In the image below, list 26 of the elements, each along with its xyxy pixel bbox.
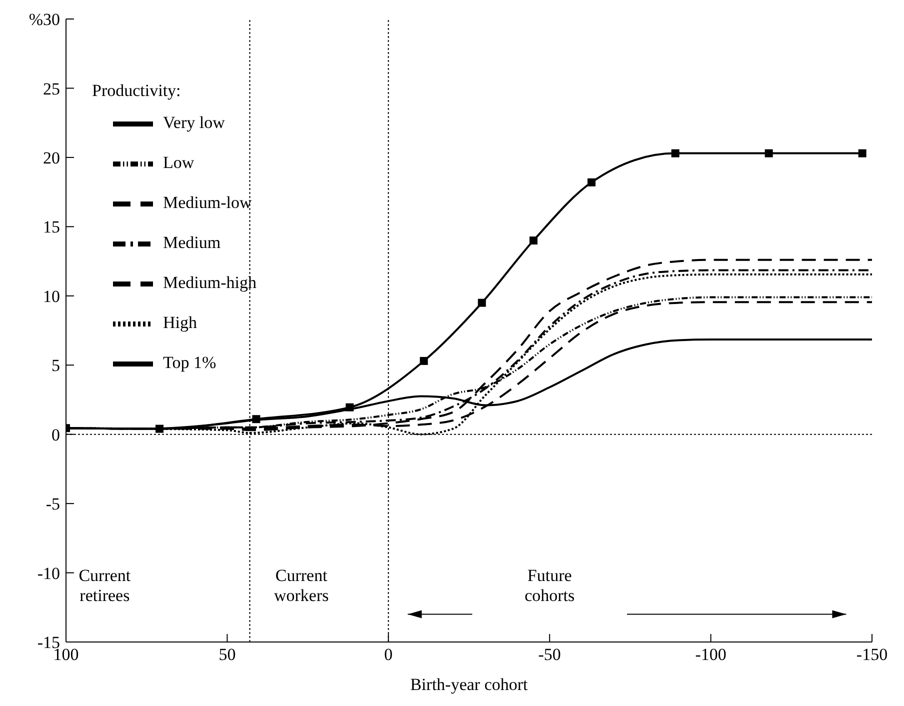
legend-title: Productivity: [92,81,181,100]
legend-label: Medium [163,232,221,252]
x-tick-label: 50 [218,645,236,664]
y-tick-label: 20 [43,148,60,168]
y-tick-label: -10 [37,564,60,583]
legend-label: Very low [163,112,225,132]
y-tick-label: 10 [43,286,60,306]
annotation: Current retirees [78,566,131,606]
legend-label: Medium-low [163,192,252,212]
x-tick-label: -50 [538,645,561,664]
y-tick-label: %30 [28,10,60,30]
y-tick-label: 15 [43,218,60,237]
x-axis-title: Birth-year cohort [410,675,528,694]
y-tick-label: 0 [52,425,60,444]
x-tick-label: 0 [384,645,393,664]
legend-label: Top 1% [163,352,216,372]
annotation: Current workers [274,566,329,606]
y-tick-label: 25 [43,79,60,98]
x-tick-label: -150 [856,645,888,664]
legend-label: Medium-high [163,272,256,292]
legend-label: Low [163,152,194,172]
annotation: Future cohorts [524,566,575,606]
legend-label: High [163,312,197,332]
y-tick-label: 5 [52,356,60,376]
y-tick-label: -5 [46,494,60,514]
x-tick-label: -100 [695,645,726,664]
